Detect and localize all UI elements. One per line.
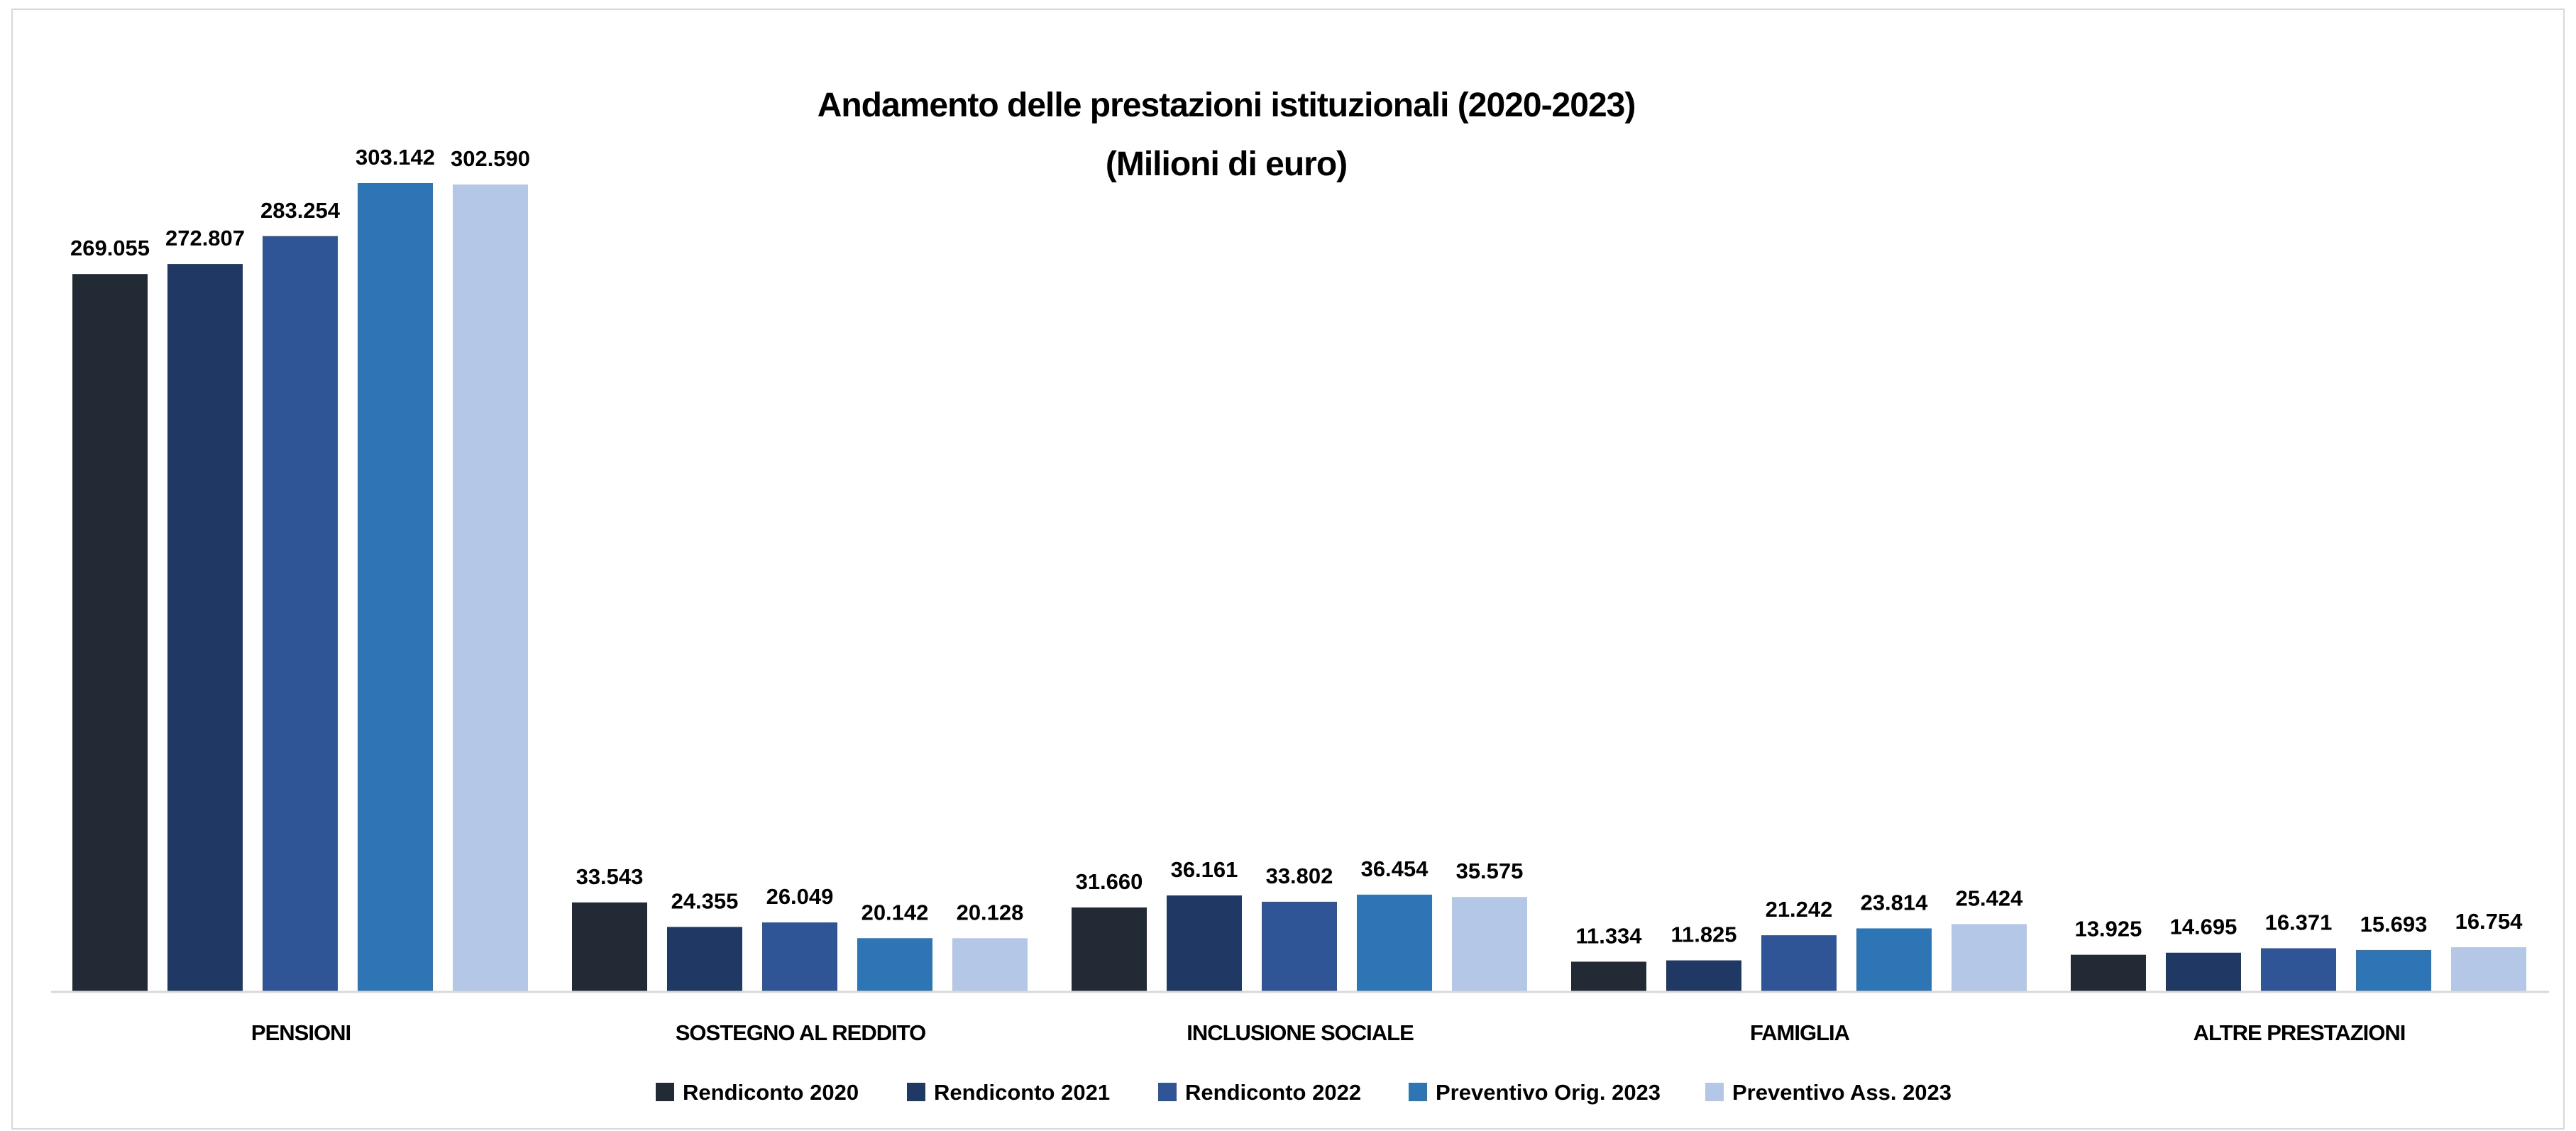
bar-pensioni-rendiconto-2020	[72, 274, 148, 992]
bar-altre-prestazioni-rendiconto-2022	[2261, 948, 2336, 992]
data-label: 20.142	[862, 900, 929, 925]
category-label-pensioni: PENSIONI	[251, 1020, 351, 1045]
legend-swatch	[1705, 1083, 1724, 1101]
bar-inclusione-sociale-rendiconto-2021	[1167, 895, 1242, 992]
bar-pensioni-rendiconto-2022	[263, 236, 338, 993]
legend-item-preventivo-ass-2023: Preventivo Ass. 2023	[1705, 1080, 1952, 1105]
data-label: 26.049	[766, 884, 834, 909]
bar-famiglia-preventivo-orig-2023	[1856, 928, 1932, 992]
bar-famiglia-preventivo-ass-2023	[1952, 924, 2027, 992]
chart-subtitle: (Milioni di euro)	[1106, 145, 1347, 183]
chart-title: Andamento delle prestazioni istituzional…	[818, 87, 1636, 124]
data-label: 33.802	[1266, 864, 1333, 888]
legend-label: Rendiconto 2021	[934, 1080, 1110, 1105]
bar-inclusione-sociale-rendiconto-2020	[1072, 907, 1147, 992]
bar-sostegno-al-reddito-preventivo-orig-2023	[857, 938, 932, 992]
category-label-inclusione-sociale: INCLUSIONE SOCIALE	[1187, 1020, 1414, 1045]
legend-swatch	[656, 1083, 674, 1101]
data-label: 36.454	[1361, 856, 1429, 881]
data-label: 16.371	[2265, 910, 2333, 934]
data-label: 272.807	[165, 226, 245, 250]
data-label: 35.575	[1456, 859, 1524, 883]
legend-item-rendiconto-2022: Rendiconto 2022	[1158, 1080, 1361, 1105]
category-label-sostegno-al-reddito: SOSTEGNO AL REDDITO	[676, 1020, 925, 1045]
data-label: 11.334	[1575, 923, 1642, 948]
legend-item-rendiconto-2020: Rendiconto 2020	[656, 1080, 859, 1105]
chart-area: Andamento delle prestazioni istituzional…	[11, 9, 2565, 1130]
data-label: 23.814	[1861, 890, 1929, 915]
category-label-altre-prestazioni: ALTRE PRESTAZIONI	[2194, 1020, 2406, 1045]
legend-swatch	[1158, 1083, 1177, 1101]
category-label-famiglia: FAMIGLIA	[1750, 1020, 1850, 1045]
data-label: 302.590	[451, 146, 530, 171]
bar-chart: Andamento delle prestazioni istituzional…	[51, 87, 2549, 1105]
data-label: 14.695	[2170, 915, 2238, 939]
bar-pensioni-preventivo-ass-2023	[453, 184, 528, 992]
legend-swatch	[907, 1083, 925, 1101]
data-label: 16.754	[2455, 909, 2523, 934]
data-label: 36.161	[1171, 857, 1238, 882]
data-label: 13.925	[2075, 917, 2142, 942]
legend-label: Preventivo Ass. 2023	[1732, 1080, 1952, 1105]
data-label: 25.424	[1956, 886, 2024, 910]
data-label: 269.055	[70, 236, 150, 260]
data-label: 15.693	[2360, 912, 2428, 937]
legend: Rendiconto 2020 Rendiconto 2021 Rendiconto…	[656, 1080, 1952, 1105]
data-label: 21.242	[1766, 897, 1833, 922]
data-label: 283.254	[260, 198, 341, 223]
bar-inclusione-sociale-preventivo-ass-2023	[1452, 897, 1527, 992]
category-labels: PENSIONI SOSTEGNO AL REDDITO INCLUSIONE SO…	[251, 1020, 2406, 1045]
legend-label: Rendiconto 2022	[1185, 1080, 1361, 1105]
bar-sostegno-al-reddito-rendiconto-2020	[572, 902, 647, 992]
bar-pensioni-rendiconto-2021	[167, 264, 243, 992]
data-label: 33.543	[576, 864, 644, 889]
bar-famiglia-rendiconto-2021	[1666, 960, 1741, 992]
data-label: 303.142	[356, 145, 435, 170]
data-label: 11.825	[1670, 922, 1736, 947]
data-label: 31.660	[1076, 869, 1143, 894]
bar-famiglia-rendiconto-2020	[1571, 961, 1646, 992]
legend-item-preventivo-orig-2023: Preventivo Orig. 2023	[1409, 1080, 1661, 1105]
bar-sostegno-al-reddito-rendiconto-2021	[667, 927, 742, 992]
bar-inclusione-sociale-preventivo-orig-2023	[1357, 894, 1432, 992]
legend-item-rendiconto-2021: Rendiconto 2021	[907, 1080, 1110, 1105]
bar-altre-prestazioni-preventivo-orig-2023	[2356, 949, 2431, 992]
bar-famiglia-rendiconto-2022	[1761, 935, 1837, 992]
bar-altre-prestazioni-rendiconto-2021	[2166, 952, 2241, 992]
legend-label: Preventivo Orig. 2023	[1436, 1080, 1661, 1105]
legend-label: Rendiconto 2020	[683, 1080, 859, 1105]
bar-altre-prestazioni-rendiconto-2020	[2071, 954, 2146, 992]
bar-pensioni-preventivo-orig-2023	[358, 183, 433, 992]
bars-layer: 269.055 272.807 283.254 303.142 302.590 33.54…	[70, 145, 2526, 993]
bar-altre-prestazioni-preventivo-ass-2023	[2451, 947, 2526, 992]
bar-inclusione-sociale-rendiconto-2022	[1262, 901, 1337, 992]
data-label: 24.355	[671, 888, 739, 913]
bar-sostegno-al-reddito-preventivo-ass-2023	[952, 938, 1028, 992]
bar-sostegno-al-reddito-rendiconto-2022	[762, 922, 837, 992]
legend-swatch	[1409, 1083, 1427, 1101]
data-label: 20.128	[957, 900, 1024, 925]
